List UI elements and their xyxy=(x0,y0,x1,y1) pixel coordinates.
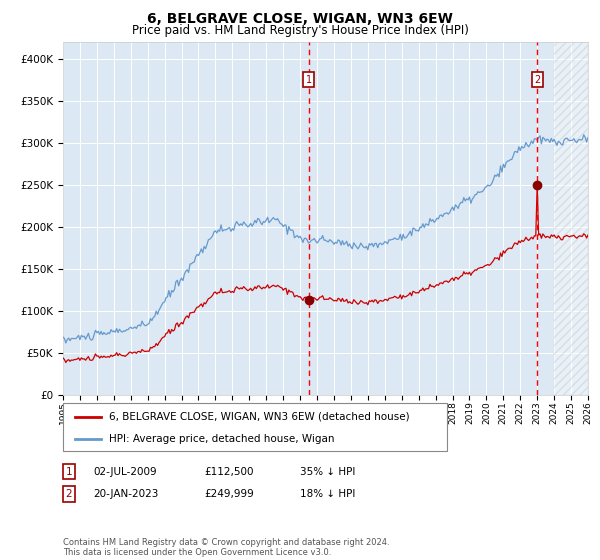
Text: 2: 2 xyxy=(534,75,541,85)
Text: £249,999: £249,999 xyxy=(204,489,254,499)
Text: 1: 1 xyxy=(65,466,73,477)
Text: 6, BELGRAVE CLOSE, WIGAN, WN3 6EW: 6, BELGRAVE CLOSE, WIGAN, WN3 6EW xyxy=(147,12,453,26)
Text: 6, BELGRAVE CLOSE, WIGAN, WN3 6EW (detached house): 6, BELGRAVE CLOSE, WIGAN, WN3 6EW (detac… xyxy=(109,412,410,422)
Text: Contains HM Land Registry data © Crown copyright and database right 2024.
This d: Contains HM Land Registry data © Crown c… xyxy=(63,538,389,557)
Text: 35% ↓ HPI: 35% ↓ HPI xyxy=(300,466,355,477)
Text: Price paid vs. HM Land Registry's House Price Index (HPI): Price paid vs. HM Land Registry's House … xyxy=(131,24,469,36)
Text: HPI: Average price, detached house, Wigan: HPI: Average price, detached house, Wiga… xyxy=(109,434,335,444)
Text: 1: 1 xyxy=(305,75,311,85)
Text: 02-JUL-2009: 02-JUL-2009 xyxy=(93,466,157,477)
Text: 20-JAN-2023: 20-JAN-2023 xyxy=(93,489,158,499)
Bar xyxy=(554,42,588,395)
Text: 18% ↓ HPI: 18% ↓ HPI xyxy=(300,489,355,499)
Text: £112,500: £112,500 xyxy=(204,466,254,477)
Text: 2: 2 xyxy=(65,489,73,499)
FancyBboxPatch shape xyxy=(63,403,447,451)
